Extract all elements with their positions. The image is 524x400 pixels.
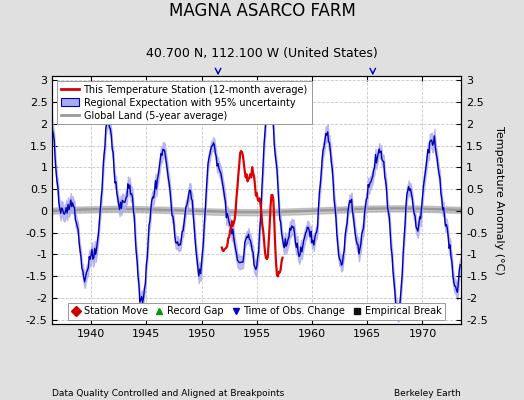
Legend: Station Move, Record Gap, Time of Obs. Change, Empirical Break: Station Move, Record Gap, Time of Obs. C… [68, 303, 445, 320]
Text: 40.700 N, 112.100 W (United States): 40.700 N, 112.100 W (United States) [146, 47, 378, 60]
Text: Berkeley Earth: Berkeley Earth [395, 389, 461, 398]
Text: Data Quality Controlled and Aligned at Breakpoints: Data Quality Controlled and Aligned at B… [52, 389, 285, 398]
Text: MAGNA ASARCO FARM: MAGNA ASARCO FARM [169, 2, 355, 20]
Y-axis label: Temperature Anomaly (°C): Temperature Anomaly (°C) [495, 126, 505, 274]
